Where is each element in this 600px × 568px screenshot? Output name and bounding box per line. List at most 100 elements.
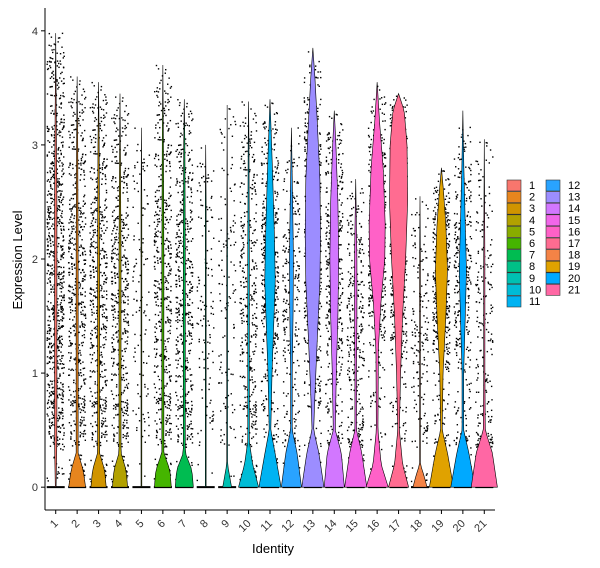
point — [117, 426, 119, 428]
point — [143, 158, 145, 160]
point — [101, 168, 104, 171]
point — [185, 167, 187, 169]
point — [74, 357, 77, 359]
point — [93, 327, 96, 330]
point — [185, 340, 187, 342]
point — [275, 291, 277, 294]
point — [160, 305, 162, 307]
point — [49, 105, 52, 107]
point — [261, 225, 263, 227]
point — [114, 281, 117, 284]
point — [61, 398, 64, 401]
point — [79, 431, 82, 434]
point — [103, 216, 105, 219]
point — [127, 283, 130, 285]
point — [83, 259, 85, 261]
point — [94, 228, 96, 231]
point — [56, 172, 59, 175]
point — [158, 104, 160, 107]
point — [77, 207, 80, 209]
point — [56, 394, 59, 397]
point — [111, 424, 113, 427]
point — [48, 213, 51, 215]
point — [276, 195, 278, 198]
point — [74, 442, 77, 444]
point — [94, 332, 97, 334]
point — [115, 218, 117, 220]
point — [105, 198, 107, 200]
point — [157, 230, 159, 232]
point — [70, 221, 72, 223]
point — [181, 335, 183, 337]
point — [163, 243, 166, 245]
point — [249, 294, 252, 296]
point — [80, 409, 83, 411]
point — [191, 275, 194, 277]
point — [189, 228, 191, 230]
point — [84, 223, 87, 225]
point — [121, 214, 123, 216]
point — [46, 305, 48, 307]
point — [249, 400, 251, 402]
point — [169, 422, 171, 425]
point — [60, 152, 62, 155]
point — [48, 421, 51, 423]
point — [221, 142, 223, 144]
point — [181, 221, 184, 224]
point — [138, 420, 141, 422]
point — [123, 173, 126, 175]
point — [99, 125, 102, 127]
point — [95, 267, 97, 270]
point — [74, 284, 76, 287]
point — [180, 209, 183, 212]
point — [191, 407, 193, 410]
point — [84, 378, 87, 380]
point — [125, 347, 127, 350]
point — [140, 149, 142, 152]
point — [113, 139, 116, 142]
point — [62, 168, 64, 170]
point — [123, 425, 125, 428]
point — [154, 285, 157, 287]
point — [74, 148, 77, 150]
point — [90, 375, 92, 378]
point — [115, 254, 118, 256]
point — [49, 170, 51, 172]
point — [78, 372, 80, 374]
point — [114, 252, 116, 255]
point — [221, 269, 223, 271]
point — [190, 380, 192, 382]
point — [220, 131, 222, 134]
point — [68, 374, 70, 376]
point — [105, 278, 108, 281]
point — [78, 281, 80, 284]
point — [186, 402, 189, 404]
point — [156, 399, 158, 401]
point — [59, 194, 62, 196]
point — [155, 323, 157, 325]
point — [175, 320, 177, 322]
point — [181, 252, 183, 254]
point — [178, 251, 181, 253]
point — [169, 273, 172, 275]
point — [50, 351, 52, 354]
point — [48, 332, 51, 335]
point — [61, 165, 64, 167]
point — [160, 339, 162, 341]
point — [61, 473, 64, 475]
point — [78, 246, 81, 248]
point — [92, 266, 94, 268]
point — [122, 414, 125, 417]
point — [105, 317, 107, 319]
point — [160, 174, 162, 176]
point — [82, 138, 84, 141]
point — [110, 260, 113, 263]
point — [264, 304, 266, 306]
point — [63, 95, 65, 98]
point — [62, 390, 65, 393]
point — [244, 169, 247, 171]
point — [120, 162, 123, 164]
point — [103, 421, 105, 423]
point — [164, 201, 166, 204]
point — [53, 270, 55, 272]
